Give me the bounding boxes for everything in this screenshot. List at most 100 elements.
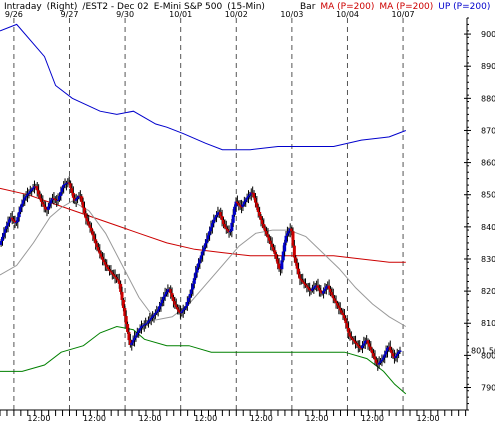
candle-body xyxy=(183,308,187,310)
candle-body xyxy=(71,192,75,198)
candle-body xyxy=(44,206,48,210)
y-tick-label: 820 xyxy=(481,287,495,296)
candle-body xyxy=(266,234,270,238)
candle-body xyxy=(190,289,194,294)
candle-body xyxy=(1,236,5,241)
candle-body xyxy=(237,203,241,205)
session-date-label: 9/26 xyxy=(5,10,23,19)
candle-body xyxy=(381,357,385,360)
candle-body xyxy=(2,232,6,237)
candle-body xyxy=(102,259,106,263)
candle-body xyxy=(191,283,195,290)
candle-body xyxy=(105,264,109,267)
candle-body xyxy=(338,307,342,311)
candle-body xyxy=(17,212,21,218)
candle-body xyxy=(284,235,288,243)
header-item: (Right) xyxy=(47,2,78,12)
candle-body xyxy=(130,342,134,346)
candle-body xyxy=(234,201,238,207)
candle-body xyxy=(69,183,73,189)
candle-body xyxy=(159,303,163,307)
candle-body xyxy=(322,291,326,294)
candle-body xyxy=(158,306,162,310)
x-tick-label: 12:00 xyxy=(417,414,440,423)
candle-body xyxy=(31,187,35,190)
session-date-label: 10/01 xyxy=(169,10,192,19)
candle-body xyxy=(383,354,387,358)
candle-body xyxy=(7,219,11,223)
candle-body xyxy=(230,222,234,231)
candle-body xyxy=(98,250,102,254)
candle-body xyxy=(267,237,271,241)
candle-body xyxy=(235,201,239,204)
candle-body xyxy=(135,332,139,336)
candle-body xyxy=(173,301,177,305)
header-item: (15-Min) xyxy=(227,2,265,12)
candle-body xyxy=(153,313,157,315)
candle-body xyxy=(185,301,189,306)
candle-body xyxy=(301,280,305,282)
candle-body xyxy=(274,254,278,259)
y-axis: 790 800 810 820 830 840 850 860 870 880 890 900 xyxy=(464,17,495,411)
session-date-labels: 9/26 9/27 9/30 10/01 10/02 10/03 10/04 10/07 xyxy=(5,10,415,19)
candle-body xyxy=(108,269,112,271)
candle-body xyxy=(398,350,402,352)
candle-body xyxy=(206,235,210,240)
candle-body xyxy=(131,340,135,343)
candle-body xyxy=(256,207,260,212)
candle-body xyxy=(277,263,281,269)
header-item: Intraday xyxy=(4,2,42,12)
candle-body xyxy=(380,359,384,362)
candle-body xyxy=(226,228,230,231)
candle-body xyxy=(241,204,245,207)
candle-body xyxy=(194,272,198,279)
candle-body xyxy=(349,336,353,339)
candle-body xyxy=(233,206,237,215)
header-item: MA (P=200) xyxy=(320,2,374,12)
x-tick-label: 12:00 xyxy=(139,414,162,423)
candle-body xyxy=(127,332,131,341)
session-date-label: 10/04 xyxy=(336,10,359,19)
candle-body xyxy=(323,288,327,292)
candle-body xyxy=(60,187,64,192)
candle-body xyxy=(295,263,299,269)
session-date-label: 9/30 xyxy=(116,10,134,19)
candle-body xyxy=(145,322,149,324)
candle-body xyxy=(56,199,60,201)
candle-body xyxy=(269,240,273,244)
candle-body xyxy=(171,297,175,302)
candle-body xyxy=(333,298,337,301)
candle-body xyxy=(101,256,105,260)
candle-body xyxy=(341,312,345,316)
indicator-line-0 xyxy=(0,187,406,263)
candle-body xyxy=(138,328,142,331)
candle-body xyxy=(228,230,232,233)
candle-body xyxy=(28,191,32,193)
candle-body xyxy=(348,332,352,337)
candle-body xyxy=(41,201,45,205)
candle-body xyxy=(242,202,246,205)
candle-body xyxy=(345,323,349,328)
candle-body xyxy=(121,299,125,308)
candle-body xyxy=(146,321,150,323)
candle-body xyxy=(80,196,84,203)
candle-body xyxy=(210,223,214,228)
candle-body xyxy=(103,262,107,265)
candle-body xyxy=(352,339,356,342)
candle-body xyxy=(374,359,378,363)
candle-body xyxy=(337,305,341,308)
candle-body xyxy=(38,194,42,199)
candle-body xyxy=(133,337,137,341)
y-tick-label: 900 xyxy=(481,30,495,39)
candle-body xyxy=(258,211,262,217)
candle-body xyxy=(91,231,95,236)
x-tick-label: 12:00 xyxy=(361,414,384,423)
candle-body xyxy=(331,295,335,299)
candle-body xyxy=(120,291,124,300)
candle-body xyxy=(202,247,206,252)
candle-body xyxy=(327,285,331,289)
candle-body xyxy=(291,231,295,246)
session-date-label: 10/03 xyxy=(280,10,303,19)
x-axis: 12:00 12:00 12:00 12:00 12:00 12:00 12:00 12:00 xyxy=(0,410,467,423)
candle-body xyxy=(359,347,363,349)
